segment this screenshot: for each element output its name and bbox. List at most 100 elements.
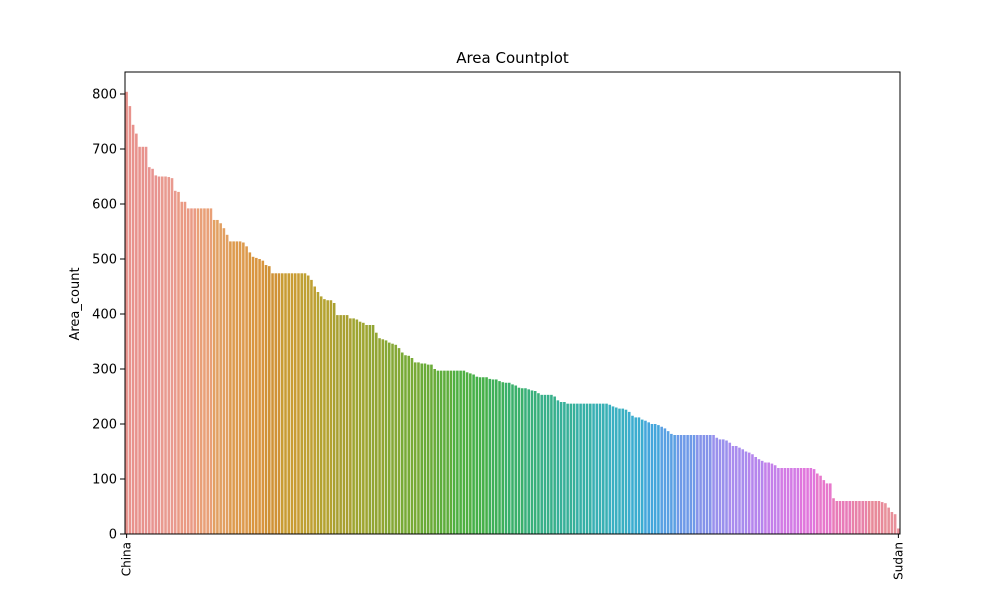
y-axis-label: Area_count [68,267,83,340]
bar-122 [520,388,524,534]
bar-45 [271,273,274,534]
bar-199 [770,463,774,534]
bar-149 [608,404,612,534]
bar-226 [858,501,861,534]
bar-141 [582,403,586,534]
bar-185 [725,440,728,534]
bar-187 [731,446,735,534]
bar-99 [446,370,449,534]
bar-91 [420,363,423,534]
bar-97 [439,370,443,534]
bar-166 [663,428,667,534]
bar-216 [825,483,829,534]
bar-170 [676,435,680,534]
bar-34 [235,241,239,534]
bar-218 [832,498,835,534]
bar-105 [465,372,469,534]
bar-52 [293,273,297,534]
bar-202 [780,468,783,534]
bar-214 [819,475,822,534]
bar-175 [692,435,696,534]
bar-92 [423,363,427,534]
bar-35 [238,241,242,534]
bar-20 [190,208,193,534]
bar-26 [209,208,213,534]
bar-140 [579,403,582,534]
bar-8 [151,168,154,535]
bar-3 [135,133,138,534]
bar-17 [180,201,184,535]
bar-193 [751,454,754,534]
bar-209 [803,468,806,534]
bar-124 [527,389,531,534]
bar-27 [212,219,216,534]
bar-2 [131,124,135,535]
bar-234 [884,503,887,534]
bar-73 [362,322,365,534]
bar-118 [507,382,511,534]
bar-79 [381,339,385,534]
bar-93 [426,364,430,534]
bar-121 [517,387,521,534]
bar-126 [533,391,537,534]
bar-129 [543,394,547,534]
bar-183 [718,439,722,534]
bar-16 [177,191,180,534]
bar-179 [705,435,709,534]
bar-189 [738,447,741,534]
bar-125 [530,390,534,534]
bar-235 [887,507,890,534]
bar-157 [634,417,638,534]
bar-225 [854,501,858,534]
x-tick-label-0: China [120,542,134,576]
y-tick-label-600: 600 [92,198,117,213]
bar-164 [657,425,660,534]
bar-23 [199,208,203,534]
bar-70 [352,318,355,534]
bar-12 [164,176,167,534]
bar-18 [183,201,187,535]
bar-39 [251,256,255,534]
bar-204 [786,468,790,534]
bar-229 [867,501,871,534]
bar-178 [702,435,706,534]
bar-224 [851,501,855,534]
bar-138 [572,403,576,534]
bar-33 [232,241,235,534]
y-axis-ticks: 0 100 200 300 400 500 600 700 800 [92,88,125,543]
bar-96 [436,370,440,534]
bar-172 [683,435,686,534]
bar-22 [196,208,200,534]
bar-25 [206,208,209,534]
bar-30 [222,228,226,534]
bar-127 [537,393,540,534]
bar-203 [783,468,787,534]
plot-frame [124,71,901,535]
bar-4 [138,146,141,535]
y-tick-label-0: 0 [109,528,117,543]
bar-169 [673,435,676,534]
bar-220 [838,501,842,534]
bar-36 [242,242,245,534]
bar-64 [332,303,336,534]
bar-155 [627,411,631,534]
bar-84 [397,348,401,534]
bar-50 [287,273,291,534]
y-tick-label-200: 200 [92,418,117,433]
bar-115 [498,381,501,534]
bar-165 [660,426,663,534]
bar-94 [430,364,433,534]
bar-232 [877,501,881,534]
bar-75 [368,325,372,534]
bar-167 [666,431,670,534]
bar-31 [225,234,229,535]
bar-10 [157,176,161,534]
bar-69 [349,318,352,534]
bar-136 [566,403,569,534]
bar-230 [871,501,874,534]
bar-38 [248,252,252,534]
bar-43 [264,265,268,534]
bar-146 [598,403,602,534]
bar-174 [689,435,693,534]
bar-85 [400,352,404,534]
